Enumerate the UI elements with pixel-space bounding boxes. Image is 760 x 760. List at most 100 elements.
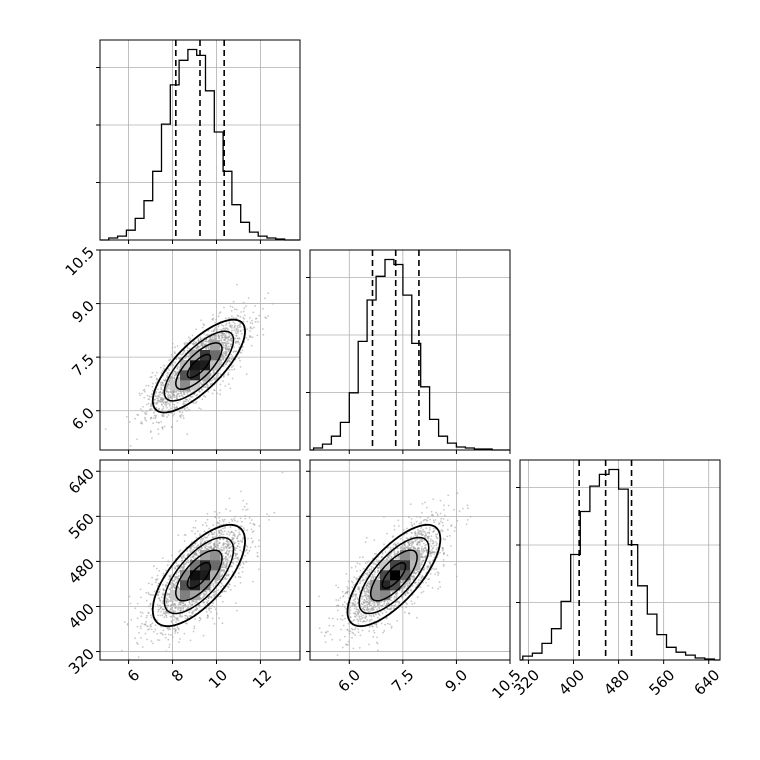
scatter-point xyxy=(158,597,160,600)
scatter-point xyxy=(191,395,194,398)
scatter-point xyxy=(236,330,239,333)
scatter-point xyxy=(156,633,159,635)
scatter-point xyxy=(231,369,233,371)
scatter-point xyxy=(220,333,223,335)
scatter-point xyxy=(424,501,426,504)
scatter-point xyxy=(436,571,439,574)
scatter-point xyxy=(177,604,180,606)
scatter-point xyxy=(173,403,176,406)
scatter-point xyxy=(159,632,162,635)
scatter-point xyxy=(167,402,170,405)
scatter-point xyxy=(128,421,131,423)
scatter-point xyxy=(204,522,207,524)
scatter-point xyxy=(177,609,179,611)
scatter-point xyxy=(147,582,150,585)
scatter-point xyxy=(179,638,182,640)
scatter-point xyxy=(164,633,167,636)
scatter-point xyxy=(139,627,142,630)
scatter-point xyxy=(368,570,371,573)
scatter-point xyxy=(159,381,162,384)
scatter-point xyxy=(163,364,166,367)
scatter-point xyxy=(158,396,161,398)
scatter-point xyxy=(203,395,205,397)
scatter-point xyxy=(232,300,235,303)
scatter-point xyxy=(252,311,255,314)
scatter-point xyxy=(165,387,168,390)
scatter-point xyxy=(151,594,154,596)
scatter-point xyxy=(139,394,142,397)
scatter-point xyxy=(176,345,179,347)
scatter-point xyxy=(228,360,231,363)
scatter-point xyxy=(169,377,172,380)
scatter-point xyxy=(228,556,231,559)
scatter-point xyxy=(211,604,214,607)
scatter-point xyxy=(165,401,168,404)
scatter-point xyxy=(152,642,154,645)
scatter-point xyxy=(202,593,205,595)
scatter-point xyxy=(235,334,238,337)
scatter-point xyxy=(206,539,209,542)
scatter-point xyxy=(175,628,177,631)
scatter-point xyxy=(246,545,249,548)
scatter-point xyxy=(213,371,216,374)
scatter-point xyxy=(432,498,435,501)
scatter-point xyxy=(191,600,194,603)
scatter-point xyxy=(177,392,180,395)
scatter-point xyxy=(203,530,206,533)
scatter-point xyxy=(161,404,163,406)
scatter-point xyxy=(217,589,220,591)
scatter-point xyxy=(378,603,381,606)
scatter-point xyxy=(437,574,439,576)
scatter-point xyxy=(195,601,198,604)
scatter-point xyxy=(224,552,227,554)
scatter-point xyxy=(433,556,436,559)
scatter-point xyxy=(134,417,137,420)
scatter-point xyxy=(237,576,240,578)
scatter-point xyxy=(368,625,371,628)
scatter-point xyxy=(201,388,203,391)
scatter-point xyxy=(223,530,226,533)
scatter-point xyxy=(150,376,153,378)
scatter-point xyxy=(160,625,163,628)
scatter-point xyxy=(237,572,240,575)
scatter-point xyxy=(160,372,163,374)
scatter-point xyxy=(166,581,169,584)
scatter-point xyxy=(198,552,201,554)
scatter-point xyxy=(182,400,185,403)
scatter-point xyxy=(224,518,226,521)
scatter-point xyxy=(155,421,158,423)
scatter-point xyxy=(225,508,228,510)
scatter-point xyxy=(149,614,152,617)
scatter-point xyxy=(441,549,444,552)
scatter-point xyxy=(148,628,151,630)
scatter-point xyxy=(150,616,153,619)
scatter-point xyxy=(194,618,197,620)
scatter-point xyxy=(120,649,123,652)
scatter-point xyxy=(173,370,176,373)
scatter-point xyxy=(225,327,228,330)
scatter-point xyxy=(237,332,239,335)
scatter-point xyxy=(264,316,267,319)
scatter-point xyxy=(104,428,107,430)
scatter-point xyxy=(246,320,249,323)
scatter-point xyxy=(160,610,163,613)
scatter-point xyxy=(429,526,431,529)
scatter-point xyxy=(164,636,167,639)
scatter-point xyxy=(198,619,201,622)
scatter-point xyxy=(224,559,227,561)
scatter-point xyxy=(176,368,179,370)
scatter-point xyxy=(352,599,355,601)
scatter-point xyxy=(251,322,254,325)
scatter-point xyxy=(169,401,172,404)
scatter-point xyxy=(232,540,235,543)
scatter-point xyxy=(225,578,228,580)
scatter-point xyxy=(245,373,248,376)
scatter-point xyxy=(209,383,212,385)
scatter-point xyxy=(151,385,154,388)
scatter-point xyxy=(177,365,179,368)
scatter-point xyxy=(426,531,429,534)
scatter-point xyxy=(172,580,175,582)
scatter-point xyxy=(163,415,165,417)
scatter-point xyxy=(191,611,193,614)
scatter-point xyxy=(187,400,190,403)
